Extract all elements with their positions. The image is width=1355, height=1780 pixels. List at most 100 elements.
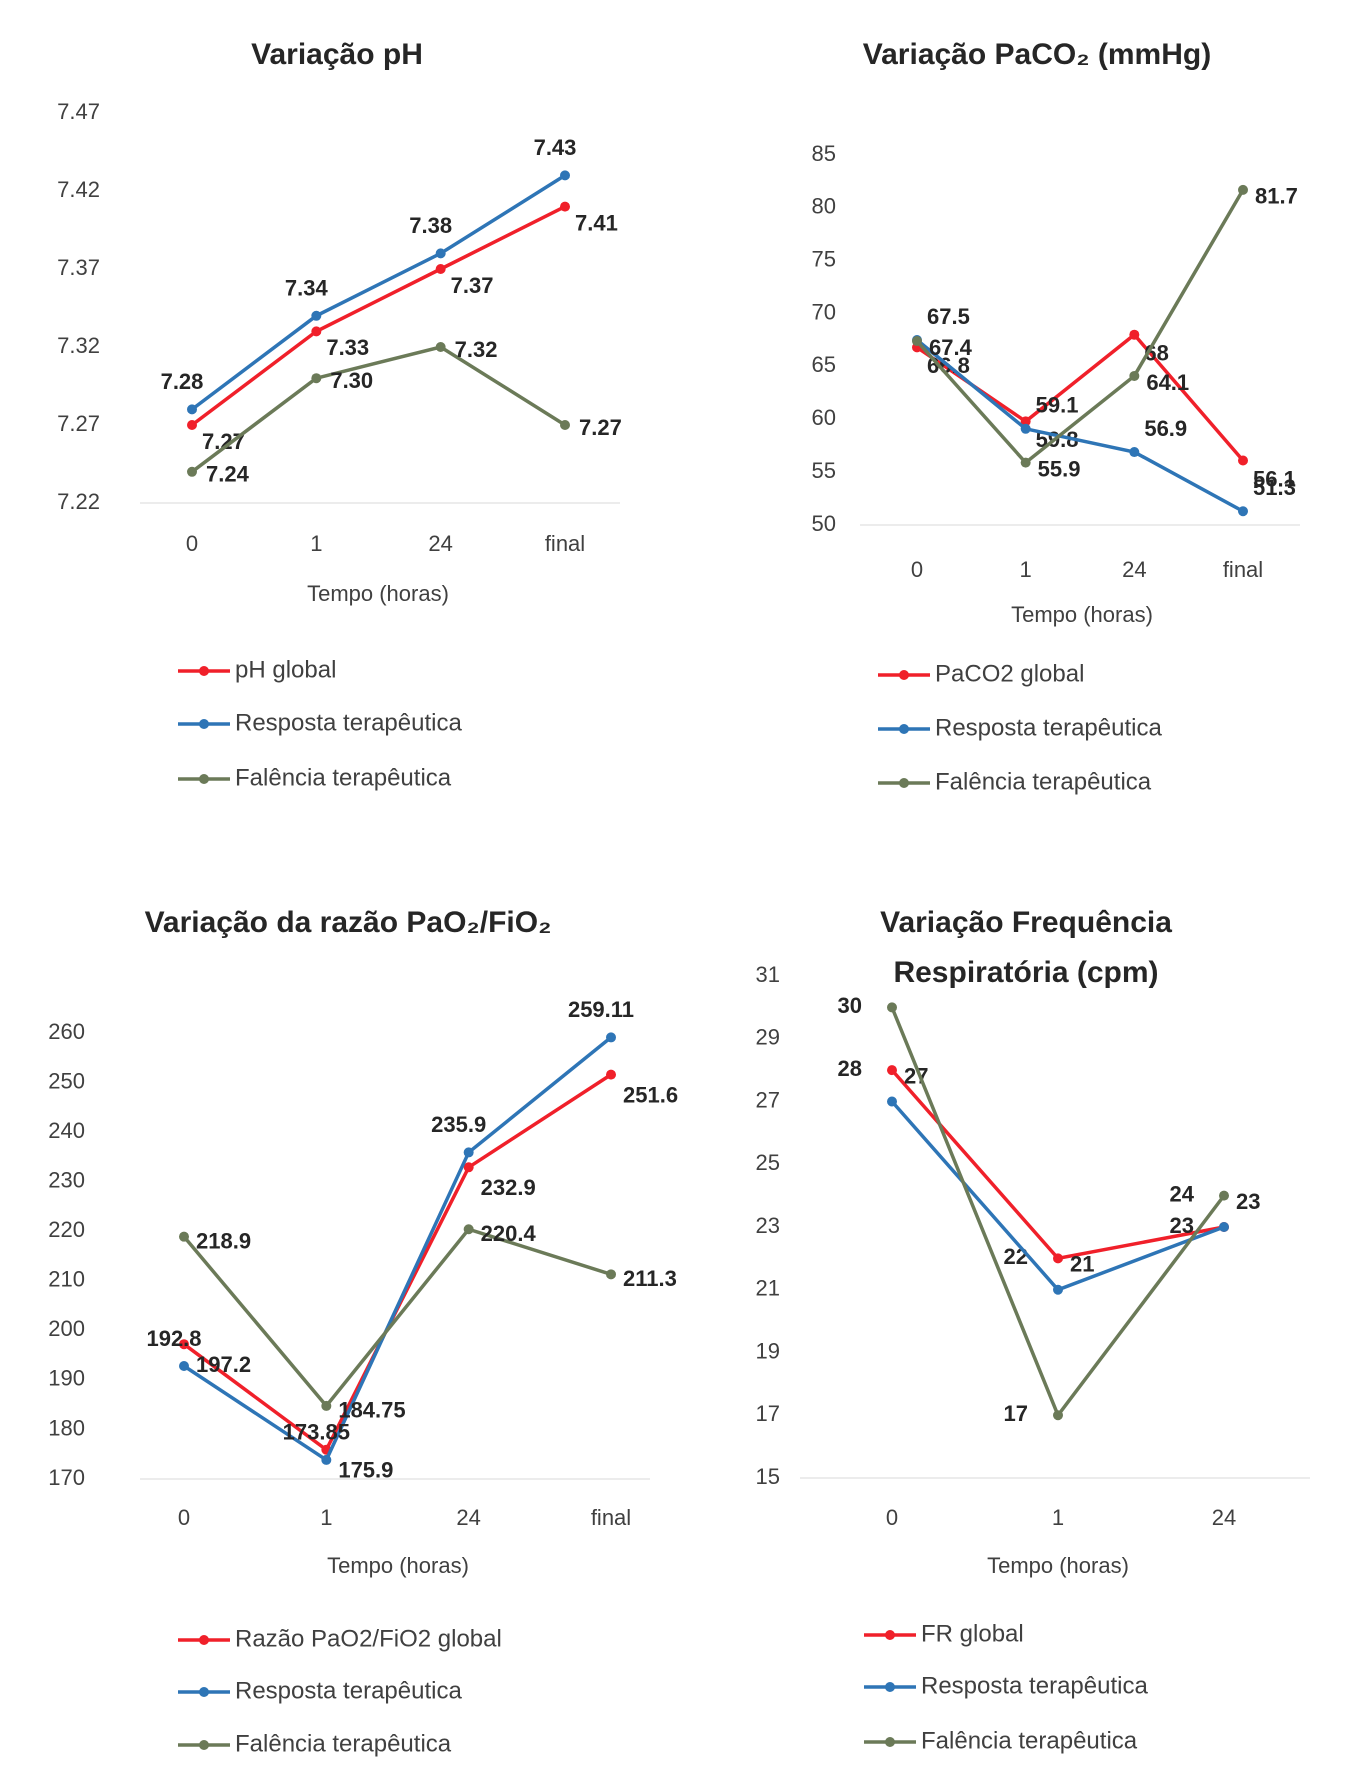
data-label: 218.9: [196, 1228, 251, 1253]
y-tick-label: 75: [812, 247, 836, 272]
legend-marker: [199, 666, 209, 676]
data-point: [887, 1096, 897, 1107]
y-tick-label: 70: [812, 299, 836, 324]
data-label: 184.75: [338, 1398, 405, 1423]
legend-marker: [899, 670, 909, 680]
data-label: 67.4: [929, 335, 973, 360]
data-point: [1219, 1190, 1229, 1201]
data-label: 259.11: [568, 997, 634, 1022]
data-label: 197.2: [196, 1352, 251, 1377]
x-tick-label: 1: [1020, 557, 1032, 582]
data-point: [560, 201, 570, 212]
legend-label: Resposta terapêutica: [921, 1672, 1148, 1699]
data-label: 7.37: [451, 273, 494, 298]
data-label: 17: [1004, 1401, 1028, 1426]
data-label: 220.4: [481, 1221, 537, 1246]
data-point: [606, 1032, 616, 1043]
data-point: [321, 1454, 332, 1465]
data-label: 23: [1236, 1189, 1260, 1214]
legend-marker: [199, 719, 209, 729]
data-label: 235.9: [431, 1112, 486, 1137]
y-tick-label: 80: [812, 194, 836, 219]
data-point: [187, 466, 197, 477]
y-tick-label: 180: [48, 1415, 85, 1440]
y-tick-label: 15: [756, 1464, 780, 1489]
y-tick-label: 19: [756, 1338, 780, 1363]
y-tick-label: 7.37: [57, 255, 100, 280]
y-tick-label: 210: [48, 1267, 85, 1292]
data-label: 59.1: [1036, 393, 1079, 418]
data-label: 24: [1170, 1181, 1195, 1206]
legend-label: Razão PaO2/FiO2 global: [235, 1625, 502, 1652]
chart-title: Variação pH: [251, 38, 423, 71]
data-label: 7.41: [575, 210, 618, 235]
x-tick-label: 1: [1052, 1505, 1064, 1530]
data-point: [179, 1361, 189, 1372]
data-point: [1020, 416, 1031, 427]
chart-title: Variação Frequência Respiratória (cpm): [880, 906, 1172, 989]
data-point: [606, 1069, 616, 1080]
data-label: 67.5: [927, 304, 970, 329]
legend-label: Falência terapêutica: [921, 1727, 1138, 1754]
data-point: [1238, 455, 1248, 466]
legend-marker: [199, 1740, 209, 1750]
y-tick-label: 230: [48, 1167, 85, 1192]
series-line: [190, 345, 566, 474]
y-tick-label: 25: [756, 1150, 780, 1175]
y-tick-label: 250: [48, 1068, 85, 1093]
y-tick-label: 21: [756, 1276, 780, 1301]
data-label: 51.3: [1253, 475, 1296, 500]
data-label: 232.9: [481, 1175, 536, 1200]
y-tick-label: 31: [756, 962, 780, 987]
series-line: [182, 1227, 612, 1409]
data-point: [1020, 457, 1031, 468]
y-tick-label: 220: [48, 1217, 85, 1242]
data-label: 7.27: [579, 415, 622, 440]
data-label: 7.43: [534, 135, 577, 160]
legend-marker: [885, 1630, 895, 1640]
legend-label: Falência terapêutica: [935, 768, 1152, 795]
series-line: [915, 338, 1244, 513]
x-tick-label: 1: [310, 531, 322, 556]
y-tick-label: 240: [48, 1118, 85, 1143]
data-label: 30: [838, 993, 862, 1018]
x-tick-label: 24: [1122, 557, 1146, 582]
y-tick-label: 55: [812, 458, 836, 483]
data-label: 55.9: [1038, 456, 1081, 481]
data-label: 21: [1070, 1252, 1094, 1277]
legend-marker: [199, 774, 209, 784]
data-label: 28: [838, 1056, 862, 1081]
data-point: [887, 1002, 897, 1013]
legend-label: Resposta terapêutica: [935, 714, 1162, 741]
series-line: [190, 205, 566, 427]
legend-marker: [199, 1635, 209, 1645]
data-point: [1053, 1284, 1063, 1295]
data-label: 56.1: [1253, 466, 1296, 491]
data-point: [1238, 184, 1248, 195]
x-tick-label: 0: [911, 557, 923, 582]
data-label: 211.3: [623, 1266, 677, 1291]
data-point: [1053, 1410, 1063, 1421]
y-tick-label: 200: [48, 1316, 85, 1341]
legend-label: Falência terapêutica: [235, 1730, 452, 1757]
data-label: 173.85: [283, 1420, 350, 1445]
legend-marker: [885, 1682, 895, 1692]
data-label: 251.6: [623, 1082, 678, 1107]
y-tick-label: 7.42: [57, 177, 100, 202]
x-axis-title: Tempo (horas): [327, 1553, 469, 1578]
data-label: 7.30: [330, 368, 373, 393]
data-point: [179, 1231, 189, 1242]
data-label: 56.9: [1144, 416, 1187, 441]
data-label: 192.8: [146, 1326, 201, 1351]
data-label: 7.32: [455, 337, 498, 362]
x-tick-label: 1: [320, 1505, 332, 1530]
data-point: [321, 1400, 332, 1411]
x-tick-label: 0: [886, 1505, 898, 1530]
data-label: 81.7: [1255, 184, 1298, 209]
legend-marker: [899, 778, 909, 788]
y-tick-label: 17: [756, 1401, 780, 1426]
data-point: [435, 264, 446, 274]
data-point: [887, 1065, 897, 1076]
y-tick-label: 7.22: [57, 489, 100, 514]
